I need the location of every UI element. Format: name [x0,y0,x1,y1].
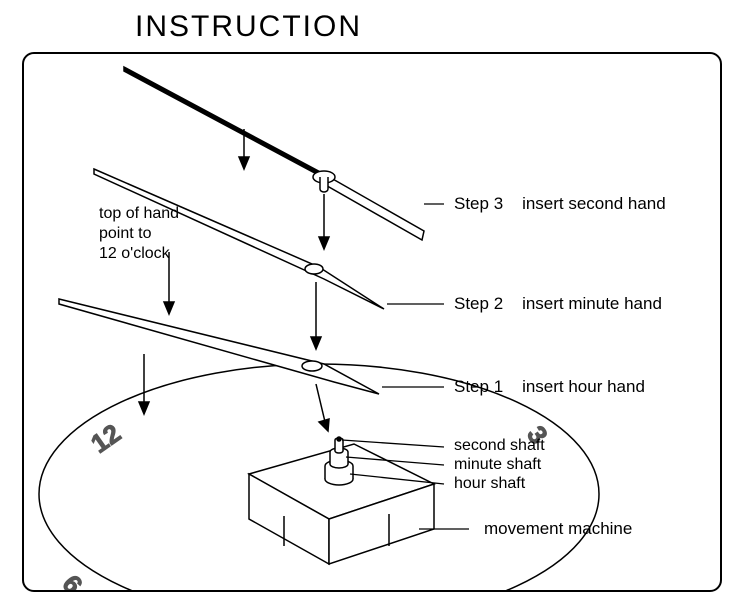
assembly-arrows [139,129,329,431]
step2-label: Step 2 insert minute hand [454,294,662,314]
note-top-of-hand: top of hand point to 12 o'clock [99,204,179,264]
movement-machine [249,437,434,564]
clock-num-6: 6 [459,589,489,592]
clock-num-9: 9 [56,569,88,592]
step3-label: Step 3 insert second hand [454,194,666,214]
step1-label: Step 1 insert hour hand [454,377,645,397]
step1-name: Step 1 [454,377,503,396]
step3-desc: insert second hand [522,194,666,213]
step1-desc: insert hour hand [522,377,645,396]
step3-name: Step 3 [454,194,503,213]
clock-num-12: 12 [85,418,126,459]
step2-desc: insert minute hand [522,294,662,313]
movement-machine-label: movement machine [484,519,632,539]
step2-name: Step 2 [454,294,503,313]
page-title: INSTRUCTION [135,10,362,44]
hour-hand [59,299,379,394]
minute-shaft-label: minute shaft [454,456,541,474]
hour-shaft-label: hour shaft [454,475,525,493]
assembly-diagram: 12 3 6 9 [24,54,722,592]
second-shaft-label: second shaft [454,437,545,455]
diagram-frame: 12 3 6 9 [22,52,722,592]
shaft-stack [325,437,353,485]
